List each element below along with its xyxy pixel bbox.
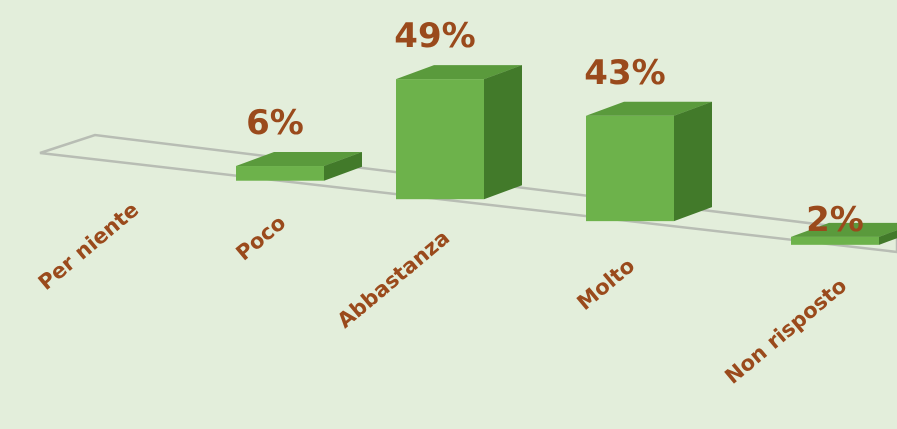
bar-front-molto <box>586 115 674 222</box>
bar-side-abbastanza <box>484 65 522 200</box>
bar-front-poco <box>236 166 324 181</box>
bar-side-poco <box>324 152 362 181</box>
bar-side-molto <box>674 101 712 222</box>
bar-group <box>236 65 897 245</box>
value-label: 6% <box>246 103 304 143</box>
bar-front-abbastanza <box>396 79 484 200</box>
category-label: Abbastanza <box>333 225 455 332</box>
bar-side-non-risposto <box>879 230 897 245</box>
value-label: 49% <box>394 16 475 56</box>
bar-top-poco <box>236 152 362 167</box>
bar-top-abbastanza <box>396 65 522 80</box>
bar-front-non-risposto <box>791 236 879 245</box>
bar-top-non-risposto <box>791 222 897 237</box>
category-label: Poco <box>231 210 290 265</box>
value-label: 2% <box>806 200 864 240</box>
category-label: Non risposto <box>720 273 851 388</box>
value-label-group: 6% 49% 43% 2% <box>246 16 864 240</box>
category-label: Per niente <box>34 197 144 294</box>
bar-top-molto <box>586 101 712 116</box>
category-label: Molto <box>572 253 639 314</box>
value-label: 43% <box>584 53 665 93</box>
category-label-group: Per niente Poco Abbastanza Molto Non rispost… <box>34 197 852 388</box>
